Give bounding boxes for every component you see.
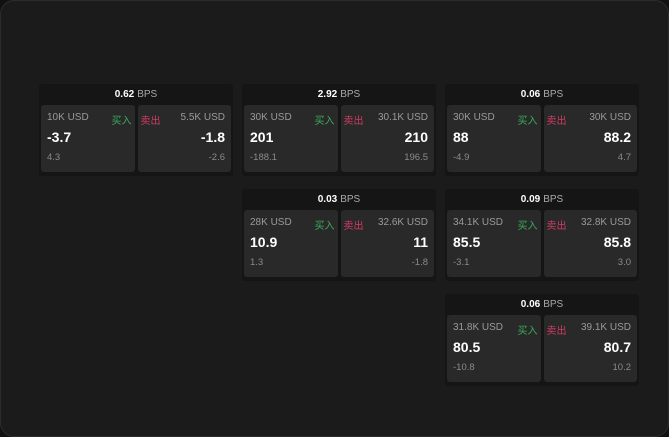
sell-label: 卖出 [546,116,567,127]
bid-price: 201 [250,129,274,145]
sell-card[interactable]: 卖出 30.1K USD 210 196.5 [340,105,434,172]
ask-price: 80.7 [603,339,631,355]
buy-label: 买入 [517,326,538,337]
bid-size: 28K USD [250,217,292,228]
quote-panel: 0.06 BPS 30K USD 买入 88 -4.9 卖出 30K USD 88… [445,84,639,176]
sell-card[interactable]: 卖出 30K USD 88.2 4.7 [543,105,637,172]
spread-value: 0.03 [317,194,338,205]
bid-size: 10K USD [47,112,89,123]
buy-card[interactable]: 30K USD 买入 201 -188.1 [244,105,338,172]
bid-size: 30K USD [250,112,292,123]
sell-card[interactable]: 卖出 32.8K USD 85.8 3.0 [543,210,637,277]
sell-label: 卖出 [140,116,161,127]
bid-change: -3.1 [453,257,470,268]
spread-unit: BPS [340,194,361,205]
spread-header: 0.62 BPS [39,84,233,105]
buy-card[interactable]: 28K USD 买入 10.9 1.3 [244,210,338,277]
ask-size: 32.8K USD [580,217,631,228]
ask-price: 85.8 [603,234,631,250]
bid-size: 30K USD [453,112,495,123]
bid-change: -10.8 [453,362,475,373]
spread-value: 0.09 [520,194,541,205]
ask-change: 4.7 [617,152,631,163]
spread-unit: BPS [543,299,564,310]
spread-unit: BPS [340,89,361,100]
spread-unit: BPS [543,89,564,100]
spread-unit: BPS [543,194,564,205]
spread-value: 0.06 [520,89,541,100]
spread-header: 0.03 BPS [242,189,436,210]
ask-size: 30K USD [589,112,631,123]
buy-label: 买入 [517,221,538,232]
buy-label: 买入 [314,221,335,232]
bid-change: -188.1 [250,152,277,163]
bid-change: 1.3 [250,257,264,268]
ask-price: 11 [413,234,428,250]
spread-header: 0.06 BPS [445,84,639,105]
bid-price: 85.5 [453,234,481,250]
sell-label: 卖出 [546,326,567,337]
buy-label: 买入 [111,116,132,127]
ask-size: 32.6K USD [377,217,428,228]
sell-card[interactable]: 卖出 32.6K USD 11 -1.8 [340,210,434,277]
buy-label: 买入 [517,116,538,127]
spread-value: 2.92 [317,89,338,100]
sell-label: 卖出 [343,221,364,232]
ask-change: -1.8 [411,257,428,268]
bid-price: 88 [453,129,469,145]
bid-change: -4.9 [453,152,470,163]
buy-card[interactable]: 10K USD 买入 -3.7 4.3 [41,105,135,172]
buy-card[interactable]: 34.1K USD 买入 85.5 -3.1 [447,210,541,277]
bid-size: 34.1K USD [453,217,504,228]
buy-card[interactable]: 31.8K USD 买入 80.5 -10.8 [447,315,541,382]
bid-price: 80.5 [453,339,481,355]
bid-size: 31.8K USD [453,322,504,333]
ask-size: 30.1K USD [377,112,428,123]
sell-label: 卖出 [343,116,364,127]
spread-unit: BPS [137,89,158,100]
ask-change: 3.0 [617,257,631,268]
sell-card[interactable]: 卖出 5.5K USD -1.8 -2.6 [137,105,231,172]
bid-change: 4.3 [47,152,61,163]
ask-change: 196.5 [404,152,428,163]
ask-change: 10.2 [612,362,632,373]
bid-price: 10.9 [250,234,278,250]
quote-panel: 0.06 BPS 31.8K USD 买入 80.5 -10.8 卖出 39.1K… [445,294,639,386]
quote-panel: 2.92 BPS 30K USD 买入 201 -188.1 卖出 30.1K U… [242,84,436,176]
quote-panel: 0.62 BPS 10K USD 买入 -3.7 4.3 卖出 5.5K USD … [39,84,233,176]
sell-label: 卖出 [546,221,567,232]
ask-price: 210 [404,129,428,145]
buy-card[interactable]: 30K USD 买入 88 -4.9 [447,105,541,172]
ask-size: 5.5K USD [180,112,225,123]
spread-header: 0.06 BPS [445,294,639,315]
buy-label: 买入 [314,116,335,127]
ask-change: -2.6 [208,152,225,163]
quote-panel: 0.03 BPS 28K USD 买入 10.9 1.3 卖出 32.6K USD… [242,189,436,281]
spread-header: 0.09 BPS [445,189,639,210]
spread-header: 2.92 BPS [242,84,436,105]
bid-price: -3.7 [47,129,72,145]
spread-value: 0.06 [520,299,541,310]
ask-price: 88.2 [603,129,631,145]
ask-size: 39.1K USD [580,322,631,333]
quote-panel: 0.09 BPS 34.1K USD 买入 85.5 -3.1 卖出 32.8K … [445,189,639,281]
ask-price: -1.8 [200,129,225,145]
spread-value: 0.62 [114,89,135,100]
sell-card[interactable]: 卖出 39.1K USD 80.7 10.2 [543,315,637,382]
